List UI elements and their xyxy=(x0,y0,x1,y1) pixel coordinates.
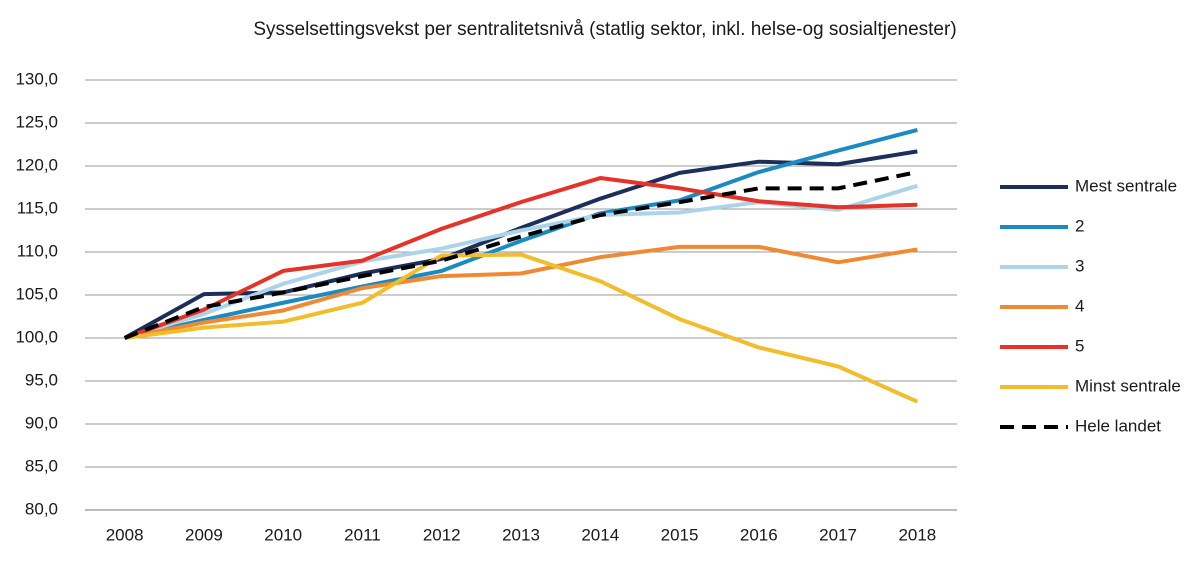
y-tick-label: 130,0 xyxy=(15,69,58,88)
legend-label: Mest sentrale xyxy=(1075,176,1177,195)
x-tick-label: 2013 xyxy=(502,525,540,544)
x-tick-label: 2016 xyxy=(740,525,778,544)
series-line xyxy=(124,244,918,340)
y-tick-label: 80,0 xyxy=(25,499,58,518)
x-tick-label: 2017 xyxy=(819,525,857,544)
y-tick-label: 95,0 xyxy=(25,370,58,389)
series-line xyxy=(123,176,918,340)
y-tick-label: 90,0 xyxy=(25,413,58,432)
y-tick-label: 120,0 xyxy=(15,155,58,174)
series-line xyxy=(124,252,919,404)
y-tick-label: 100,0 xyxy=(15,327,58,346)
chart-title: Sysselsettingsvekst per sentralitetsnivå… xyxy=(253,19,956,40)
x-tick-label: 2015 xyxy=(661,525,699,544)
x-tick-label: 2014 xyxy=(581,525,619,544)
y-tick-label: 125,0 xyxy=(15,112,58,131)
legend-label: 5 xyxy=(1075,336,1084,355)
series-line xyxy=(124,127,918,340)
y-tick-label: 110,0 xyxy=(17,241,58,260)
y-tick-label: 115,0 xyxy=(17,198,58,217)
x-tick-label: 2010 xyxy=(264,525,302,544)
series-line xyxy=(123,170,918,340)
legend-label: 4 xyxy=(1075,296,1084,315)
x-tick-label: 2008 xyxy=(106,525,144,544)
x-tick-label: 2018 xyxy=(898,525,936,544)
y-tick-label: 105,0 xyxy=(15,284,58,303)
legend-label: Hele landet xyxy=(1075,416,1161,435)
x-tick-label: 2011 xyxy=(344,525,381,544)
y-tick-label: 85,0 xyxy=(25,456,58,475)
legend-label: 3 xyxy=(1075,256,1084,275)
legend-label: Minst sentrale xyxy=(1075,376,1181,395)
x-tick-label: 2012 xyxy=(423,525,461,544)
legend-label: 2 xyxy=(1075,216,1084,235)
x-tick-label: 2009 xyxy=(185,525,223,544)
